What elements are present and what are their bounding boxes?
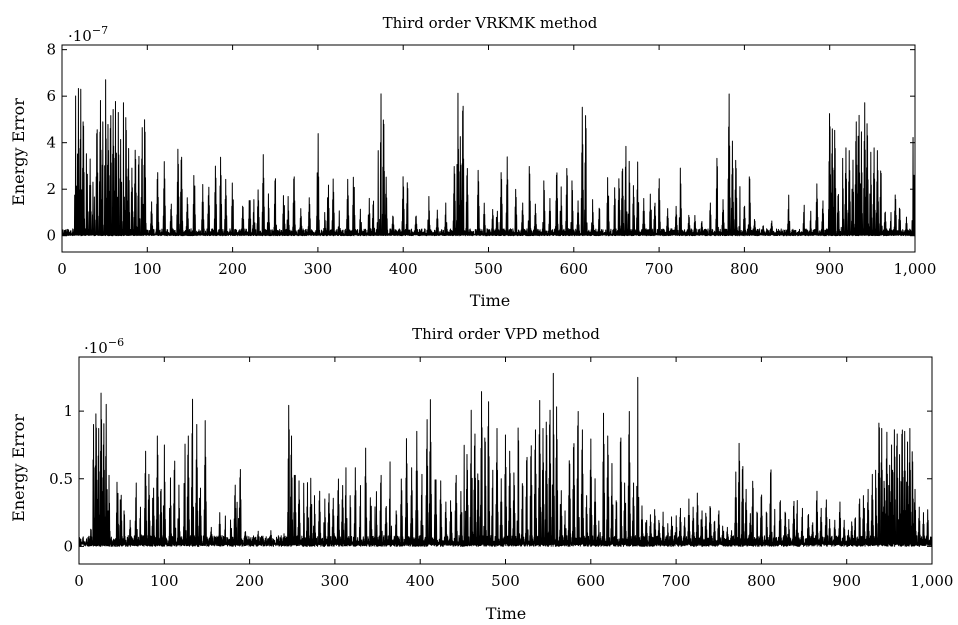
x-tick-label: 0 xyxy=(74,572,84,590)
x-tick-label: 900 xyxy=(815,260,844,278)
y-tick-label: 0.5 xyxy=(49,470,73,488)
y-tick-label: 0 xyxy=(46,227,56,245)
x-tick-label: 800 xyxy=(747,572,776,590)
x-tick-label: 200 xyxy=(218,260,247,278)
plot-frame xyxy=(61,44,916,253)
x-tick-label: 700 xyxy=(662,572,691,590)
x-tick-label: 100 xyxy=(133,260,162,278)
y-tick-label: 4 xyxy=(46,134,56,152)
y-axis-label: Energy Error xyxy=(9,98,28,206)
plot-frame xyxy=(78,356,933,565)
chart-title: Third order VRKMK method xyxy=(383,14,598,32)
y-axis-label: Energy Error xyxy=(9,414,28,522)
x-tick-label: 1,000 xyxy=(911,572,954,590)
x-tick-label: 400 xyxy=(389,260,418,278)
x-tick-label: 100 xyxy=(150,572,179,590)
x-tick-label: 300 xyxy=(304,260,333,278)
x-axis-ticks: 0 100 200 300 400 500 600 700 800 900 1,000 xyxy=(57,45,936,278)
x-tick-label: 800 xyxy=(730,260,759,278)
x-tick-label: 200 xyxy=(235,572,264,590)
x-tick-label: 400 xyxy=(406,572,435,590)
y-axis-ticks: 00.51 xyxy=(49,402,932,555)
y-axis-multiplier: ·10−6 xyxy=(84,336,124,357)
y-tick-label: 0 xyxy=(63,537,73,555)
y-tick-label: 2 xyxy=(46,180,56,198)
x-axis-label: Time xyxy=(470,291,510,310)
y-tick-label: 6 xyxy=(46,87,56,105)
x-tick-label: 300 xyxy=(321,572,350,590)
y-tick-label: 8 xyxy=(46,41,56,59)
x-tick-label: 600 xyxy=(576,572,605,590)
y-tick-label: 1 xyxy=(63,402,73,420)
x-tick-label: 700 xyxy=(645,260,674,278)
x-axis-ticks: 0 100 200 300 400 500 600 700 800 900 1,000 xyxy=(74,357,953,590)
energy-error-line xyxy=(78,372,933,547)
x-tick-label: 500 xyxy=(474,260,503,278)
panel-vrkmk: Third order VRKMK method ·10−7 Energy Er… xyxy=(9,14,936,310)
x-tick-label: 900 xyxy=(832,572,861,590)
x-tick-label: 600 xyxy=(559,260,588,278)
panel-vpd: Third order VPD method ·10−6 Energy Erro… xyxy=(9,325,953,623)
energy-error-line xyxy=(61,79,916,237)
chart-title: Third order VPD method xyxy=(412,325,600,343)
x-tick-label: 1,000 xyxy=(894,260,937,278)
x-tick-label: 500 xyxy=(491,572,520,590)
x-tick-label: 0 xyxy=(57,260,67,278)
y-axis-multiplier: ·10−7 xyxy=(68,24,108,45)
x-axis-label: Time xyxy=(486,604,526,623)
y-axis-ticks: 0 2 4 6 8 xyxy=(46,41,915,245)
